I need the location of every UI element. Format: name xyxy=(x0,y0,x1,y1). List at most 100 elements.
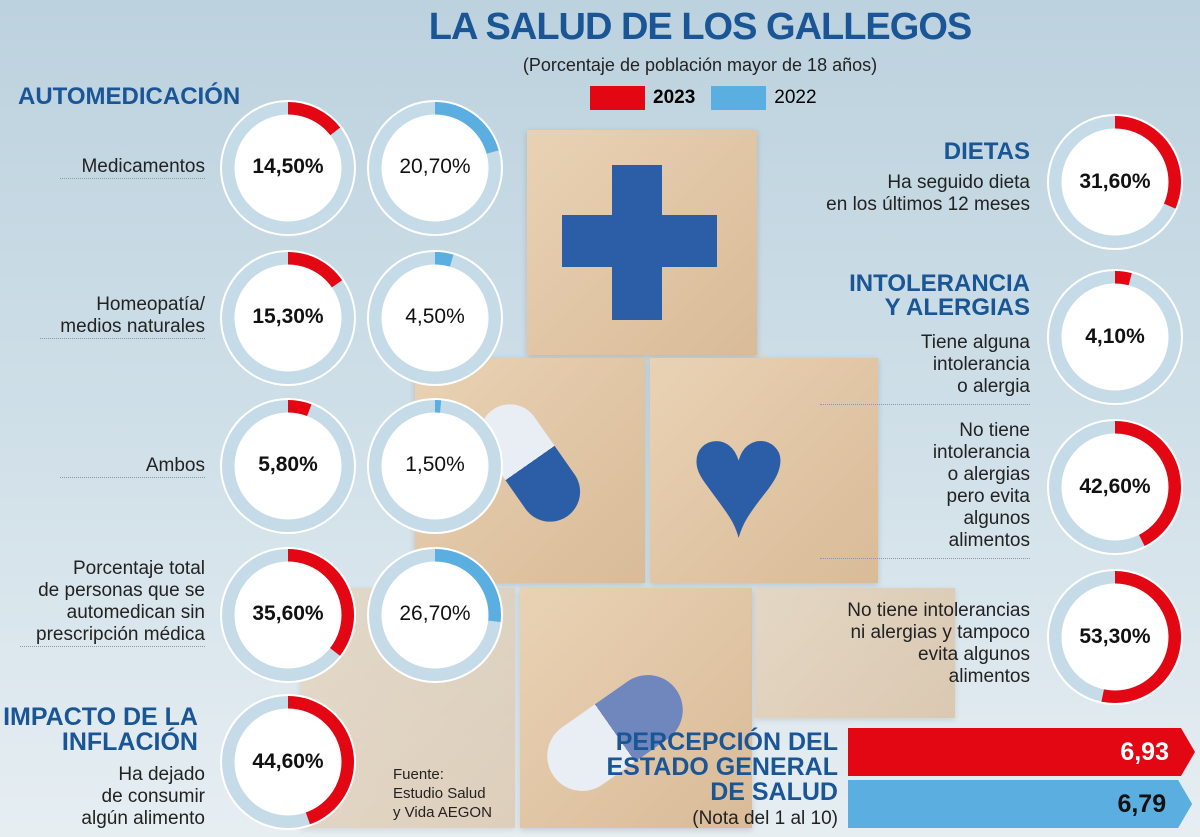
donut-intolerancia-arc xyxy=(1101,571,1181,703)
heart-icon: ♥ xyxy=(688,383,789,573)
value-2023: 15,30% xyxy=(252,305,324,328)
heading-intolerancia: INTOLERANCIA Y ALERGIAS xyxy=(800,272,1030,320)
legend-label-2022: 2022 xyxy=(774,87,817,108)
source: Fuente: Estudio Salud y Vida AEGON xyxy=(393,765,492,822)
bar-label-2023: 6,93 xyxy=(1120,738,1169,766)
value-2023: 35,60% xyxy=(252,602,324,625)
wood-block-cross xyxy=(527,130,757,355)
label-line: No tiene xyxy=(959,420,1030,441)
label-text: Ambos xyxy=(145,455,205,476)
donut-2022-arc xyxy=(435,549,501,623)
donut-2022-arc xyxy=(435,102,499,155)
donut-2023-arc xyxy=(288,549,354,656)
donut-2022-center xyxy=(381,412,489,520)
label-line: Ha seguido dieta xyxy=(887,172,1030,193)
label-line: intolerancia xyxy=(932,442,1030,463)
donut-2022-arc xyxy=(435,252,454,269)
donut-intolerancia-center xyxy=(1061,433,1169,541)
label-line: de personas que se xyxy=(38,580,205,601)
bar-label-2022: 6,79 xyxy=(1117,790,1167,818)
wood-block-drop xyxy=(755,588,955,718)
label-intolerancia-3: No tiene intolerancias ni alergias y tamp… xyxy=(800,600,1030,688)
label-homeopatia: Homeopatía/medios naturales xyxy=(40,294,205,339)
label-line: ni alergias y tampoco xyxy=(850,622,1030,643)
value-2023: 5,80% xyxy=(258,453,318,476)
donut-inflacion-center xyxy=(234,708,342,816)
donut-dietas-center xyxy=(1061,128,1169,236)
value-2023: 31,60% xyxy=(1079,170,1151,193)
label-line: Tiene alguna xyxy=(920,332,1030,353)
heading-line: ESTADO GENERAL xyxy=(606,753,839,781)
label-line: prescripción médica xyxy=(36,624,205,645)
percepcion-note: (Nota del 1 al 10) xyxy=(692,808,838,829)
label-intolerancia-2: No tiene intolerancia o alergias pero evita… xyxy=(820,420,1030,559)
donut-intolerancia-arc xyxy=(1115,271,1132,287)
label-line: de consumir xyxy=(101,786,206,807)
label-line: medios naturales xyxy=(60,316,205,337)
value-2022: 26,70% xyxy=(399,602,471,625)
donut-2023-center xyxy=(234,114,342,222)
heading-inflacion: IMPACTO DE LA INFLACIÓN xyxy=(0,705,198,755)
label-line: o alergia xyxy=(957,376,1030,397)
donut-2023-center xyxy=(234,561,342,669)
label-line: Porcentaje total xyxy=(72,558,205,579)
wood-block-heart: ♥ xyxy=(650,358,878,583)
label-intolerancia-1: Tiene alguna intolerancia o alergia xyxy=(820,332,1030,405)
donut-2023-center xyxy=(234,264,342,372)
legend-swatch-2022 xyxy=(711,86,767,110)
bar-2023: 6,93 xyxy=(848,728,1195,776)
donut-dietas-arc xyxy=(1115,116,1181,209)
donut-intolerancia-center xyxy=(1061,283,1169,391)
label-line: alimentos xyxy=(948,666,1030,687)
donut-intolerancia-arc xyxy=(1115,420,1182,546)
label-line: intolerancia xyxy=(932,354,1030,375)
value-2022: 4,50% xyxy=(405,305,465,328)
cross-bar xyxy=(562,215,717,267)
heading-line: PERCEPCIÓN DEL xyxy=(615,728,838,756)
heading-dietas: DIETAS xyxy=(943,138,1030,165)
page-title: LA SALUD DE LOS GALLEGOS xyxy=(428,6,973,48)
value-2023: 53,30% xyxy=(1079,625,1151,648)
donut-2022-center xyxy=(381,264,489,372)
label-line: Ha dejado xyxy=(118,764,205,785)
wood-block-capsule xyxy=(520,588,752,828)
value-2023: 14,50% xyxy=(252,155,324,178)
label-inflacion: Ha dejado de consumir algún alimento xyxy=(20,764,205,830)
heading-line: INFLACIÓN xyxy=(61,728,198,756)
donut-2023-center xyxy=(234,412,342,520)
heading-line: Y ALERGIAS xyxy=(884,294,1030,321)
legend-swatch-2023 xyxy=(590,86,645,110)
donut-2022-arc xyxy=(435,400,442,415)
heading-automedicacion: AUTOMEDICACIÓN xyxy=(18,83,241,110)
subtitle: (Porcentaje de población mayor de 18 año… xyxy=(522,55,878,75)
source-line: y Vida AEGON xyxy=(393,804,492,821)
label-line: o alergias xyxy=(947,464,1030,485)
label-ambos: Ambos xyxy=(60,455,205,478)
source-line: Estudio Salud xyxy=(393,785,486,802)
donut-2022-center xyxy=(381,114,489,222)
label-line: algún alimento xyxy=(81,808,205,829)
label-line: Homeopatía/ xyxy=(96,294,205,315)
heading-line: IMPACTO DE LA xyxy=(3,703,198,731)
label-text: Medicamentos xyxy=(81,156,205,177)
value-2022: 20,70% xyxy=(399,155,471,178)
legend: 2023 2022 xyxy=(590,86,817,110)
value-2023: 4,10% xyxy=(1085,325,1145,348)
value-2023: 44,60% xyxy=(252,750,324,773)
donut-2022-center xyxy=(381,561,489,669)
source-line: Fuente: xyxy=(393,766,444,783)
donut-intolerancia-center xyxy=(1061,583,1169,691)
heading-line: DE SALUD xyxy=(710,778,838,806)
label-line: automedican sin xyxy=(66,602,205,623)
label-line: algunos xyxy=(963,508,1030,529)
heading-line: INTOLERANCIA xyxy=(849,270,1030,297)
donut-2023-arc xyxy=(288,102,341,137)
label-line: alimentos xyxy=(948,530,1030,551)
bar-2022: 6,79 xyxy=(848,780,1192,828)
legend-label-2023: 2023 xyxy=(653,87,696,108)
value-2022: 1,50% xyxy=(405,453,465,476)
value-2023: 42,60% xyxy=(1079,475,1151,498)
label-line: evita algunos xyxy=(918,644,1030,665)
heading-percepcion: PERCEPCIÓN DEL ESTADO GENERAL DE SALUD xyxy=(580,728,839,806)
